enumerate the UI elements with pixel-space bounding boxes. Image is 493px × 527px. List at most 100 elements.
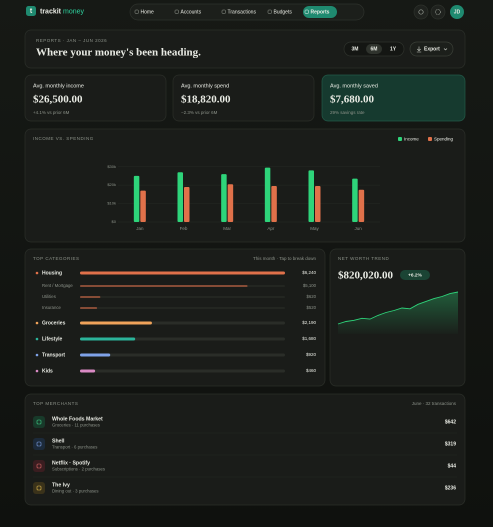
kpi-note: −2.3% vs prior 6M xyxy=(181,110,218,115)
category-name[interactable]: Housing xyxy=(42,270,62,276)
category-bar xyxy=(80,353,111,357)
x-tick-label: Apr xyxy=(267,226,275,231)
subcategory-name: Rent / Mortgage xyxy=(42,283,73,288)
export-button[interactable] xyxy=(409,41,454,57)
range-option[interactable]: 6M xyxy=(371,47,378,53)
merchant-name[interactable]: The Ivy xyxy=(52,482,70,488)
bar xyxy=(308,170,314,222)
category-amount: $460 xyxy=(306,368,317,373)
nav-item[interactable]: Transactions xyxy=(228,10,257,16)
change-badge xyxy=(400,270,430,280)
kpi-value: $26,500.00 xyxy=(33,94,83,106)
merchant-amount: $319 xyxy=(445,441,456,447)
icon-button[interactable] xyxy=(430,4,446,20)
trend-line xyxy=(337,291,459,325)
x-tick-label: May xyxy=(310,226,319,231)
bar xyxy=(358,189,365,222)
trend-area xyxy=(338,292,458,334)
range-option[interactable]: 3M xyxy=(352,47,359,53)
merchant-icon xyxy=(33,438,45,450)
section-title: TOP MERCHANTS xyxy=(33,401,78,406)
category-name[interactable]: Groceries xyxy=(42,320,66,326)
bar-track xyxy=(80,369,285,373)
category-dot xyxy=(35,369,39,373)
category-dot xyxy=(35,271,39,275)
kpi-card xyxy=(24,74,167,122)
merchant-amount: $642 xyxy=(445,419,456,425)
brand-suffix: money xyxy=(63,8,85,15)
category-name[interactable]: Transport xyxy=(42,352,65,358)
subcategory-name: Utilities xyxy=(42,294,56,299)
bar xyxy=(184,186,190,222)
avatar[interactable] xyxy=(450,5,464,19)
export-label: Export xyxy=(424,47,440,53)
nav-active xyxy=(303,6,337,18)
section-note: This month · Tap to break down xyxy=(253,256,316,261)
nav-item[interactable]: Budgets xyxy=(274,10,293,16)
nav-item[interactable]: Accounts xyxy=(181,10,202,16)
subcategory-amount: $5,100 xyxy=(303,283,317,288)
brand-name: trackit xyxy=(40,8,62,15)
nav-item[interactable]: Home xyxy=(141,10,155,16)
bar xyxy=(264,167,271,222)
y-tick-label: $10k xyxy=(107,201,116,206)
merchant-icon xyxy=(33,416,45,428)
icon-button[interactable] xyxy=(413,4,429,20)
nav-item[interactable]: Reports xyxy=(311,10,330,16)
subcategory-bar xyxy=(80,296,101,298)
merchant-name[interactable]: Netflix · Spotify xyxy=(52,460,90,466)
category-name[interactable]: Lifestyle xyxy=(42,336,63,342)
category-amount: $920 xyxy=(306,352,317,357)
bar xyxy=(271,186,277,222)
kpi-label: Avg. monthly spend xyxy=(181,83,229,89)
subcategory-bar xyxy=(80,285,248,287)
category-name[interactable]: Kids xyxy=(42,368,53,374)
range-option[interactable]: 1Y xyxy=(390,47,397,53)
merchant-icon xyxy=(33,482,45,494)
export-icon xyxy=(416,46,422,53)
category-amount: $1,680 xyxy=(302,336,316,341)
merchant-detail: Subscriptions · 2 purchases xyxy=(52,467,105,472)
chart-title: INCOME VS. SPENDING xyxy=(33,136,94,141)
merchant-glyph xyxy=(36,441,42,447)
merchant-name[interactable]: Whole Foods Market xyxy=(52,416,103,422)
y-tick-label: $20k xyxy=(107,182,116,187)
bar-track xyxy=(80,296,285,298)
kpi-label: Avg. monthly income xyxy=(33,83,84,89)
bar xyxy=(352,178,358,222)
section-title: NET WORTH TREND xyxy=(338,256,390,261)
category-bar xyxy=(80,271,285,275)
net-worth-value: $820,020.00 xyxy=(338,270,394,282)
nav-icon xyxy=(304,9,309,14)
kpi-label: Avg. monthly saved xyxy=(330,83,378,89)
legend-swatch xyxy=(428,137,432,141)
chevron xyxy=(443,48,448,51)
avatar-initials: JD xyxy=(454,10,461,16)
legend-swatch xyxy=(398,137,402,141)
subcategory-amount: $520 xyxy=(306,305,316,310)
bar-track xyxy=(80,353,285,357)
kpi-card xyxy=(321,74,466,122)
merchant-name[interactable]: Shell xyxy=(52,438,65,444)
merchant-detail: Dining out · 3 purchases xyxy=(52,489,99,494)
bar xyxy=(227,184,234,222)
merchant-icon xyxy=(33,460,45,472)
x-tick-label: Jun xyxy=(355,226,363,231)
eyebrow: REPORTS · JAN – JUN 2026 xyxy=(36,38,107,43)
logo-glyph: t xyxy=(30,8,33,15)
merchant-detail: Transport · 6 purchases xyxy=(52,445,97,450)
merchant-glyph xyxy=(36,419,42,425)
y-tick-label: $30k xyxy=(107,164,116,169)
brand[interactable]: trackit money xyxy=(40,8,85,15)
category-dot xyxy=(35,353,39,357)
kpi-value: $18,820.00 xyxy=(181,94,231,106)
kpi-note: +4.1% vs prior 6M xyxy=(33,110,70,115)
bar-track xyxy=(80,307,285,309)
logo[interactable] xyxy=(26,6,36,16)
legend-label: Income xyxy=(404,136,419,141)
category-dot xyxy=(35,337,39,341)
bar xyxy=(221,174,227,222)
x-tick-label: Mar xyxy=(223,226,231,231)
kpi-note: 29% savings rate xyxy=(330,110,365,115)
nav-icon xyxy=(134,9,139,14)
